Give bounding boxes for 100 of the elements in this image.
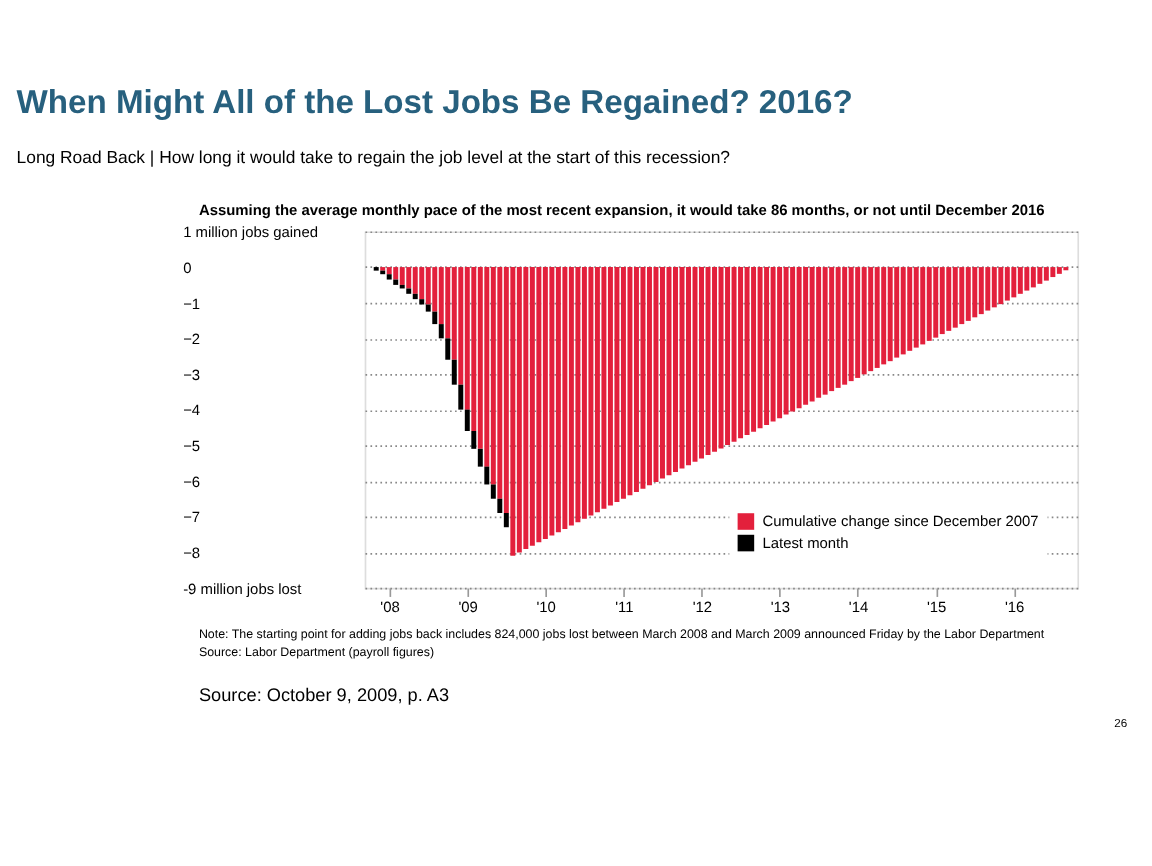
bar [705,267,711,455]
y-tick-label: −6 [183,472,201,491]
bar [822,267,828,395]
bar [562,267,568,530]
bar [744,267,750,435]
bar [406,288,412,294]
bar [686,267,691,466]
bar [790,267,796,412]
bar [738,267,744,439]
bar [406,267,412,289]
bar [620,267,626,499]
bar [848,267,854,382]
bar [386,267,392,275]
y-tick-label: 0 [183,258,192,277]
bar [783,267,789,415]
bar [412,267,418,294]
chart-title: When Might All of the Lost Jobs Be Regained? 2016? [16,82,853,121]
bar [393,267,399,280]
source-note: Source: October 9, 2009, p. A3 [198,684,450,705]
x-tick-label: '12 [692,597,713,616]
bar [640,267,646,489]
bar [503,512,509,528]
bar [803,267,809,405]
bar [972,267,978,318]
bar [855,267,861,378]
bar [471,431,477,449]
bar [594,267,600,513]
bar [568,267,574,526]
bar [666,267,672,476]
bar [1043,267,1049,281]
bar [393,279,399,285]
bar [614,267,620,502]
y-tick-label: −1 [183,294,201,313]
bar [699,267,704,459]
bar [1004,267,1010,301]
bar [673,267,678,472]
x-tick-label: '14 [848,597,869,616]
bar [829,267,835,392]
bar [907,267,913,351]
bar [796,267,802,409]
y-tick-label: -9 million jobs lost [183,579,304,598]
bar [529,267,535,546]
bar [386,274,392,280]
bar [1056,267,1062,274]
bar [458,384,464,410]
bar [399,267,405,285]
bar [926,267,932,341]
x-tick-label: '09 [458,597,478,616]
bar [946,267,952,331]
bar [764,267,770,425]
bar [1050,267,1056,278]
x-tick-label: '11 [615,597,634,616]
bar [575,267,581,523]
y-tick-label: −5 [183,437,201,456]
bar [1037,267,1043,284]
bar [497,498,503,513]
text: Assuming the average monthly pace of the most recent expansion, it would take 86 months, or not until December 2016 [198,200,1045,219]
bar [933,267,939,338]
bar [432,311,438,325]
chart-subtitle: Long Road Back | How long it would take to regain the job level at the start of this recession? [16,146,731,167]
bar [516,267,522,553]
bar [555,267,561,533]
bar [900,267,906,355]
bar [581,267,587,519]
bar [887,267,893,362]
bar [757,267,763,429]
bar [725,267,731,445]
bar [1024,267,1030,291]
bar [874,267,880,368]
bar [646,267,652,486]
bar [978,267,984,315]
bar [451,359,457,385]
bar [1011,267,1017,298]
bar [419,299,425,305]
bar [835,267,841,388]
bar [412,293,418,300]
bar [601,267,607,509]
bar [542,267,548,539]
bar [894,267,900,358]
bar [939,267,945,335]
bar [842,267,848,385]
legend-label: Latest month [762,534,849,553]
bar [920,267,926,345]
bar [536,267,542,543]
bar [965,267,971,321]
bar [991,267,997,308]
bar [985,267,991,311]
bar [510,267,516,556]
y-tick-label: −2 [183,330,201,349]
bar [484,466,490,485]
bar [438,324,444,339]
bar [549,267,555,536]
bar [881,267,887,365]
x-tick-label: '10 [536,597,556,616]
bar [959,267,965,325]
bar [653,267,659,482]
bar [816,267,822,398]
x-tick-label: '13 [770,597,791,616]
y-tick-label: −8 [183,543,201,562]
bar [913,267,919,348]
